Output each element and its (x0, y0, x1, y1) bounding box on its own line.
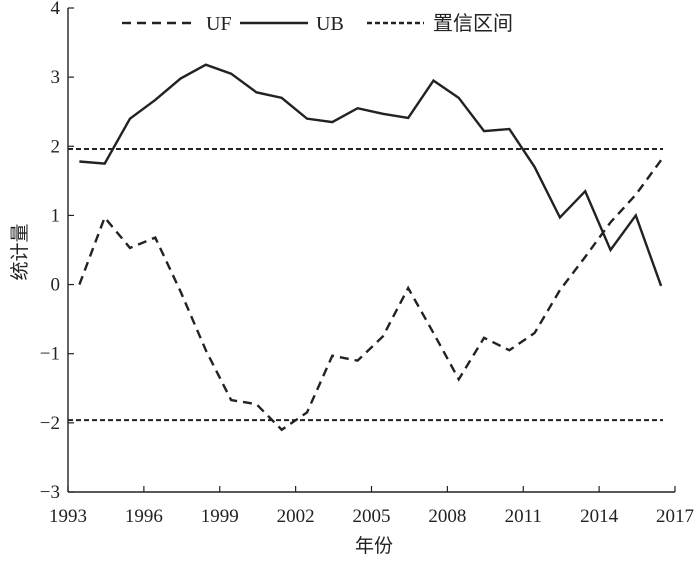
x-tick-label: 2002 (277, 506, 315, 527)
x-tick-label: 1996 (125, 506, 163, 527)
x-axis-title: 年份 (355, 535, 393, 557)
y-tick-label: −2 (40, 413, 60, 434)
series-layer (68, 63, 663, 432)
axes: 4 3 2 1 0 −1 −2 −3 1993 1996 1999 2002 2005 2008 2011 2… (40, 0, 694, 527)
legend-label: 置信区间 (433, 12, 513, 35)
y-tick-label: 4 (51, 0, 61, 19)
x-tick-label: 2017 (656, 506, 694, 527)
series-line-uf (78, 159, 663, 432)
x-tick-label: 2011 (505, 506, 542, 527)
y-tick-label: 0 (51, 275, 61, 296)
series-line-ub (79, 63, 663, 287)
legend-label: UF (206, 13, 232, 35)
x-tick-label: 2005 (353, 506, 391, 527)
x-tick-label: 1999 (201, 506, 239, 527)
y-tick-label: 1 (51, 205, 61, 226)
y-tick-label: −3 (40, 482, 60, 503)
y-tick-label: 2 (51, 136, 61, 157)
legend-label: UB (316, 13, 344, 35)
y-axis-title: 统计量 (9, 223, 31, 280)
x-tick-label: 2014 (580, 506, 619, 527)
legend: UF UB 置信区间 (122, 12, 513, 35)
y-tick-label: 3 (51, 67, 61, 88)
x-tick-label: 2008 (428, 506, 466, 527)
y-tick-label: −1 (40, 344, 60, 365)
x-tick-label: 1993 (49, 506, 87, 527)
